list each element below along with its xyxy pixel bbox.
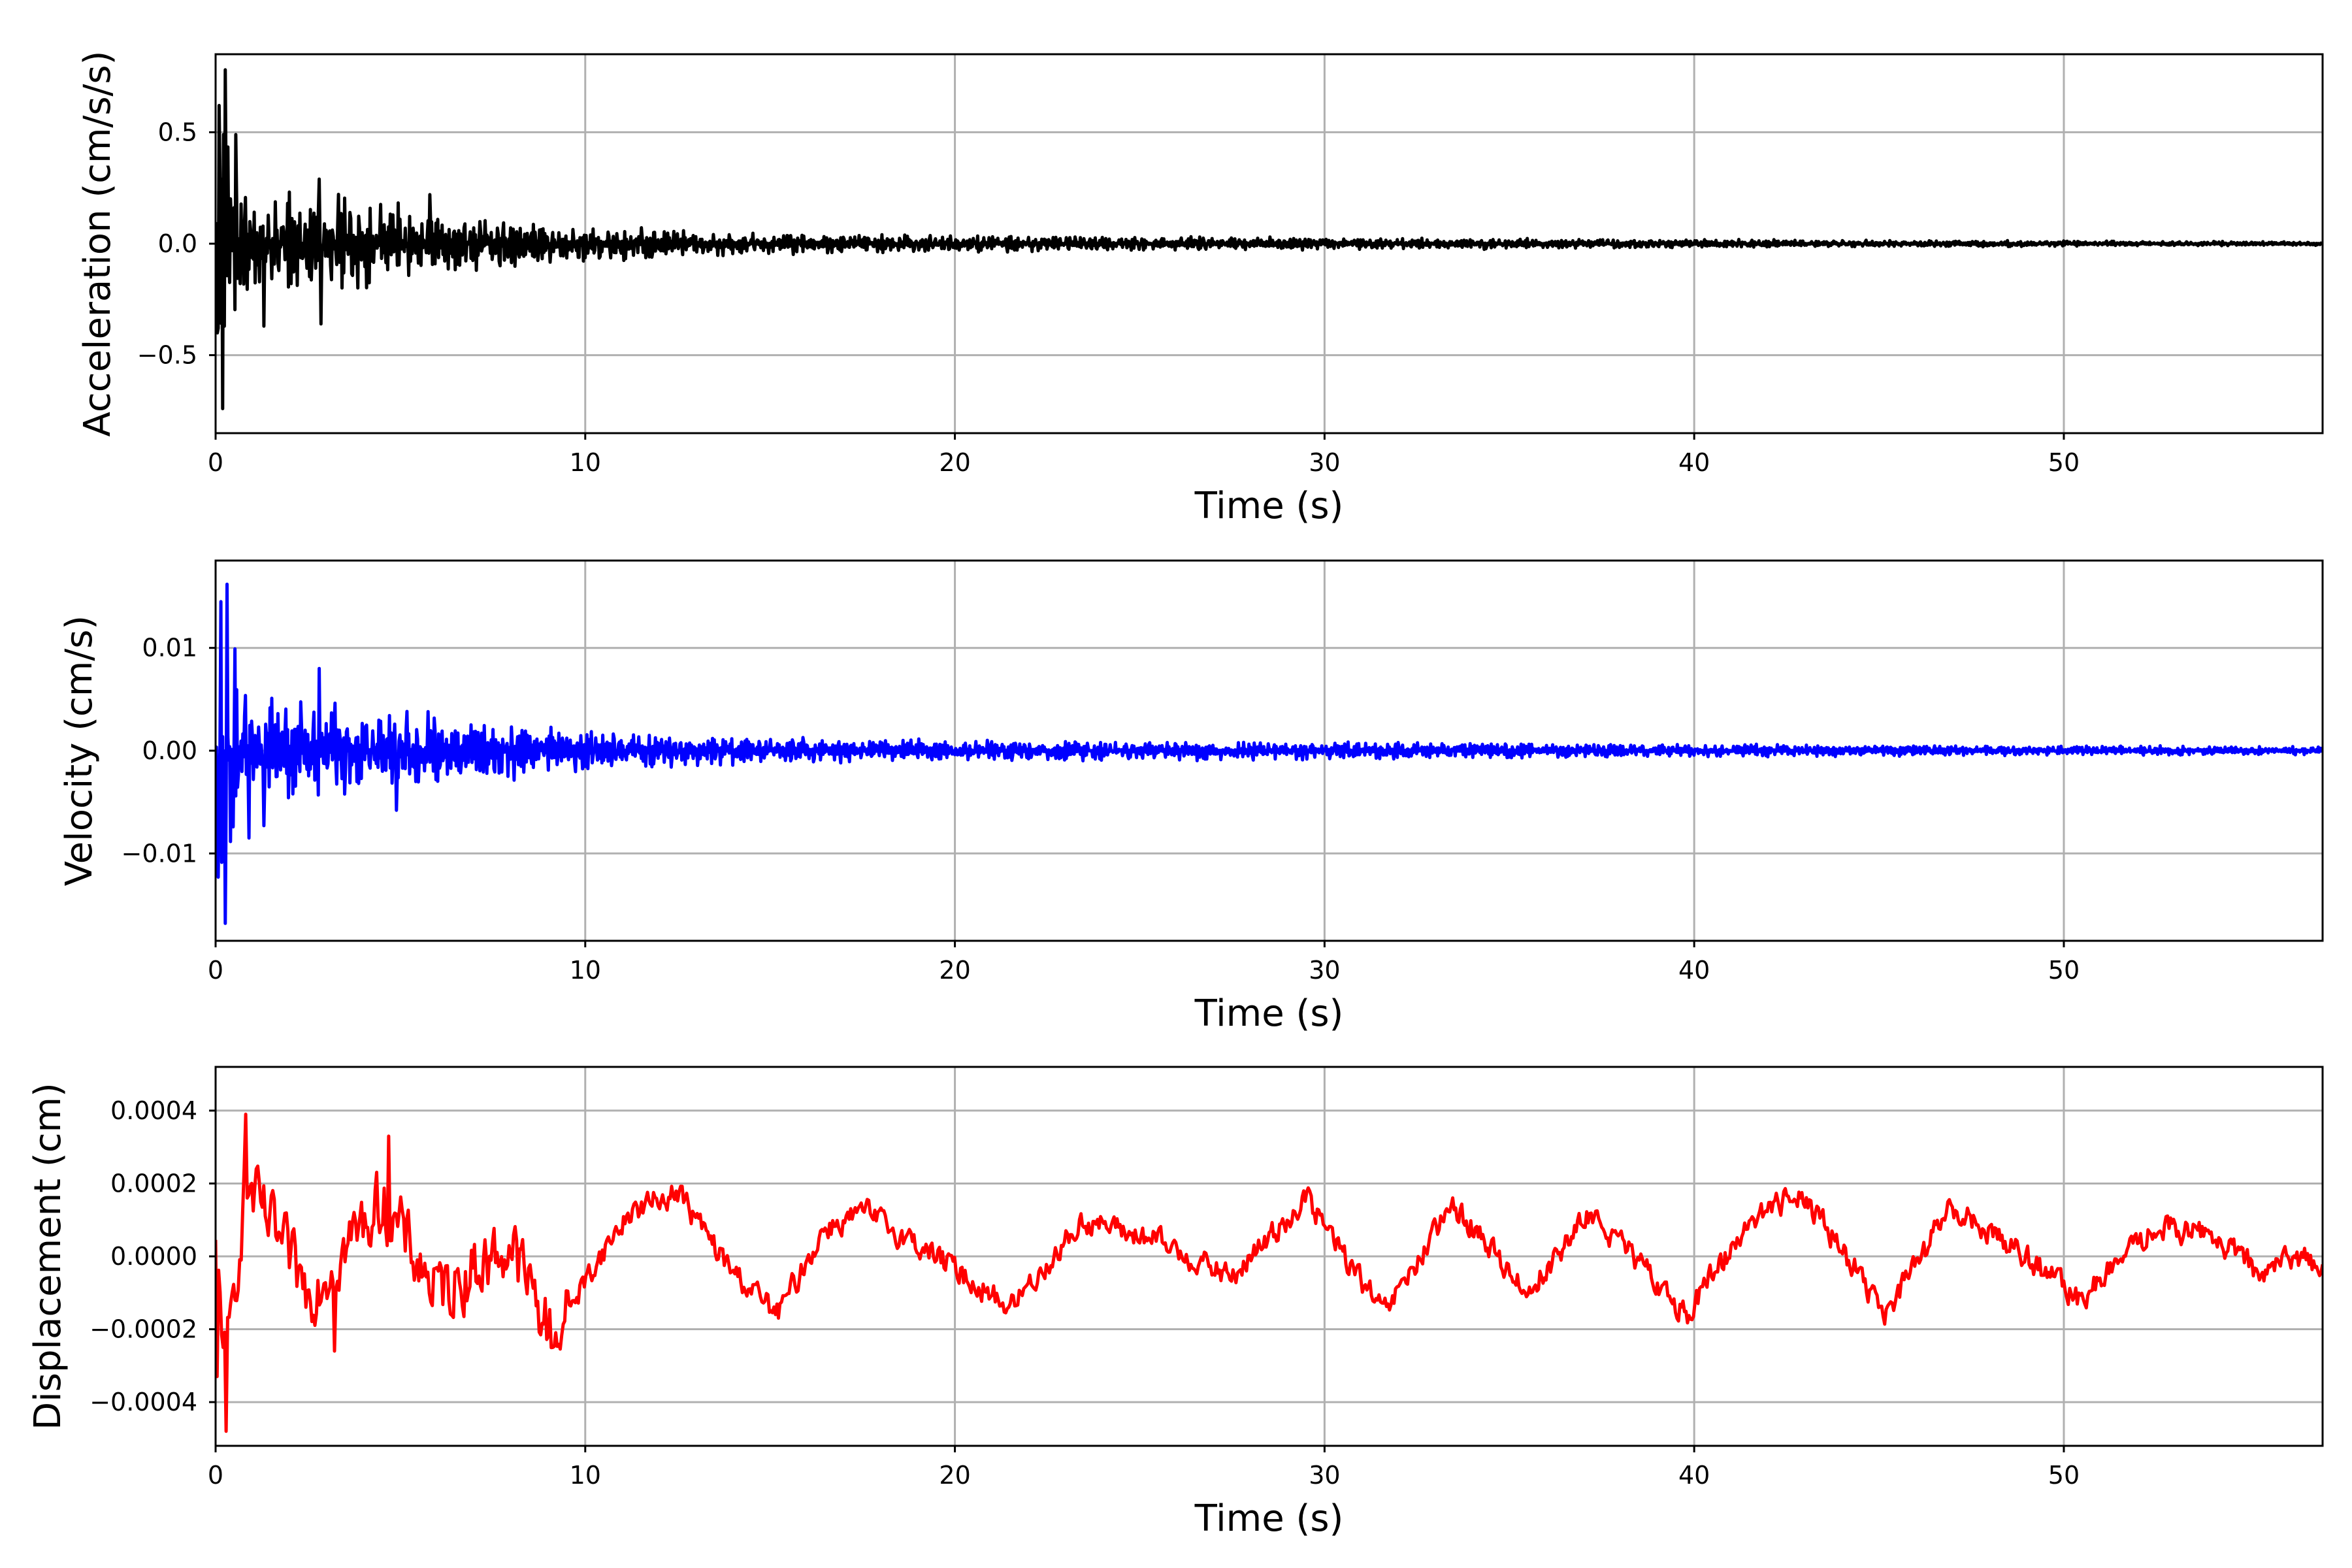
acceleration-x-tick-label: 10 (570, 448, 601, 477)
acceleration-x-tick-label: 50 (2048, 448, 2080, 477)
displacement-y-tick-label: −0.0004 (90, 1388, 197, 1416)
velocity-series-line (216, 582, 2323, 925)
displacement-x-tick-label: 10 (570, 1461, 601, 1490)
displacement-y-tick-label: 0.0004 (110, 1096, 197, 1125)
velocity-x-tick-label: 30 (1309, 956, 1340, 985)
acceleration-y-axis-label: Acceleration (cm/s/s) (76, 51, 119, 437)
velocity-x-tick-label: 10 (570, 956, 601, 985)
velocity-x-tick-label: 40 (1678, 956, 1710, 985)
displacement-x-tick-label: 0 (208, 1461, 223, 1490)
acceleration-x-tick-label: 30 (1309, 448, 1340, 477)
velocity-x-tick-label: 50 (2048, 956, 2080, 985)
displacement-y-axis-label: Displacement (cm) (27, 1083, 69, 1430)
acceleration-series-line (216, 68, 2323, 410)
velocity-x-tick-label: 0 (208, 956, 223, 985)
displacement-y-tick-label: 0.0002 (110, 1169, 197, 1198)
displacement-panel: 0 10 20 30 40 50 −0.0004 −0.0002 0.0000 0.0002 0.0… (27, 1066, 2324, 1540)
acceleration-y-tick-label: −0.5 (137, 341, 197, 370)
velocity-y-axis-label: Velocity (cm/s) (58, 615, 101, 887)
acceleration-x-axis-label: Time (s) (1194, 485, 1344, 527)
velocity-panel: 0 10 20 30 40 50 −0.01 0.00 0.01 Time (s) Velocity… (58, 559, 2324, 1035)
velocity-y-tick-label: 0.00 (142, 736, 197, 765)
velocity-x-axis-label: Time (s) (1194, 992, 1344, 1035)
displacement-x-tick-label: 30 (1309, 1461, 1340, 1490)
acceleration-x-tick-label: 40 (1678, 448, 1710, 477)
displacement-y-tick-label: −0.0002 (90, 1315, 197, 1344)
velocity-y-tick-label: 0.01 (142, 634, 197, 662)
displacement-series-line (216, 1113, 2323, 1433)
displacement-x-tick-label: 50 (2048, 1461, 2080, 1490)
velocity-x-tick-label: 20 (939, 956, 970, 985)
acceleration-y-tick-label: 0.0 (158, 229, 197, 258)
displacement-x-tick-label: 40 (1678, 1461, 1710, 1490)
velocity-y-tick-label: −0.01 (122, 839, 197, 868)
acceleration-x-tick-label: 20 (939, 448, 970, 477)
displacement-x-axis-label: Time (s) (1194, 1497, 1344, 1540)
displacement-y-tick-label: 0.0000 (110, 1242, 197, 1271)
acceleration-panel: 0 10 20 30 40 50 −0.5 0.0 0.5 Time (s) Acceleratio… (76, 51, 2324, 527)
displacement-x-tick-label: 20 (939, 1461, 970, 1490)
acceleration-x-tick-label: 0 (208, 448, 223, 477)
acceleration-y-tick-label: 0.5 (158, 118, 197, 146)
